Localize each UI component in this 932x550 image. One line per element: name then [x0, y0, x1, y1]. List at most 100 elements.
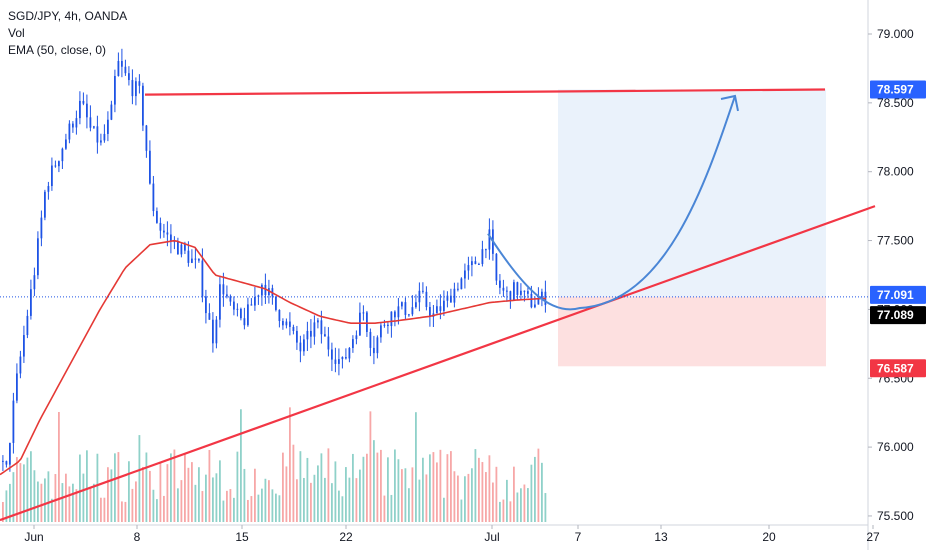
volume-bar: [320, 453, 323, 522]
volume-bar: [75, 489, 78, 522]
candle: [481, 240, 484, 267]
volume-bar: [184, 453, 186, 522]
price-tick-label: 76.000: [877, 440, 914, 454]
candle: [93, 125, 95, 129]
volume-bar: [481, 462, 484, 522]
volume-bar: [355, 478, 358, 522]
candle: [502, 279, 505, 297]
volume-bar: [264, 478, 267, 522]
candle: [177, 237, 179, 255]
volume-bar: [26, 457, 29, 522]
candle: [261, 283, 263, 306]
volume-bar: [187, 467, 190, 522]
candle: [138, 74, 141, 94]
candle: [541, 288, 543, 307]
candle: [289, 312, 291, 336]
volume-bar: [495, 466, 498, 522]
trend-line[interactable]: [0, 205, 876, 522]
volume-indicator-label[interactable]: Vol: [8, 26, 25, 40]
price-tags: 78.597 77.091 77.089 76.587: [870, 80, 926, 378]
volume-bar: [478, 457, 480, 522]
volume-bar: [502, 499, 505, 522]
volume-bar: [369, 411, 372, 522]
volume-bar: [261, 488, 263, 522]
candle: [443, 290, 445, 316]
position-zones: [558, 89, 826, 367]
candle: [439, 294, 442, 320]
candle: [110, 100, 113, 121]
grid: [0, 0, 869, 550]
volume-bar: [54, 474, 57, 522]
volume-bar: [145, 452, 148, 522]
candles: [2, 48, 547, 472]
volume-bar: [537, 448, 540, 522]
volume-bar: [366, 453, 368, 522]
volume-bar: [124, 501, 127, 522]
volume-bar: [352, 453, 354, 522]
candle: [369, 328, 372, 357]
candle: [82, 92, 85, 106]
ema-line: [0, 239, 547, 476]
candle: [352, 335, 354, 353]
candle: [457, 282, 459, 292]
candle: [243, 307, 246, 330]
candle: [331, 342, 333, 372]
candle: [324, 326, 326, 337]
volume-bar: [12, 472, 15, 522]
volume-bar: [345, 467, 347, 522]
candle: [215, 316, 218, 349]
volume-bar: [436, 462, 438, 522]
volume-bar: [425, 474, 428, 522]
candle: [401, 301, 403, 310]
volume-bar: [243, 468, 246, 522]
volume-bar: [390, 494, 393, 522]
symbol-label[interactable]: SGD/JPY, 4h, OANDA: [8, 9, 128, 23]
volume-bar: [331, 483, 333, 522]
candle: [257, 294, 260, 305]
arrowhead-icon: [720, 94, 739, 112]
volume-bar: [324, 477, 326, 522]
candle: [142, 82, 144, 132]
candle: [236, 303, 239, 317]
resistance-line[interactable]: [144, 88, 826, 96]
candle: [513, 279, 515, 301]
candle: [75, 110, 78, 135]
candle: [429, 301, 431, 327]
volume-bar: [285, 466, 288, 522]
volume-bar: [359, 469, 361, 522]
projection-curve[interactable]: [487, 95, 736, 311]
candle: [180, 243, 183, 258]
stop-zone[interactable]: [558, 296, 826, 367]
candle: [68, 120, 71, 144]
target-zone[interactable]: [558, 89, 826, 297]
volume-bar: [68, 486, 71, 522]
candle: [100, 133, 102, 146]
volume-bar: [397, 459, 400, 522]
candle: [47, 181, 50, 200]
candle: [359, 302, 361, 337]
volume-bar: [432, 452, 435, 522]
volume-bar: [138, 435, 141, 522]
volume-bar: [527, 488, 529, 522]
candle: [394, 310, 396, 327]
ema-indicator-label[interactable]: EMA (50, close, 0): [8, 43, 107, 57]
svg-text:77.091: 77.091: [877, 288, 914, 302]
volume-bar: [292, 444, 295, 522]
candle: [327, 327, 330, 357]
candle: [520, 283, 522, 301]
volume-bar: [499, 501, 501, 522]
volume-bar: [299, 451, 302, 522]
volume-bar: [23, 464, 25, 522]
candle: [163, 223, 165, 238]
time-tick-label: 20: [762, 530, 776, 544]
volume-bar: [163, 495, 165, 522]
candle: [247, 297, 249, 327]
candle: [191, 249, 193, 264]
candle: [250, 298, 253, 306]
time-axis[interactable]: Jun 8 15 22 Jul 7 13 20 27: [24, 525, 880, 544]
volume-bar: [19, 463, 22, 522]
candle: [117, 52, 120, 77]
candle: [26, 309, 29, 339]
volume-bar: [513, 466, 515, 522]
